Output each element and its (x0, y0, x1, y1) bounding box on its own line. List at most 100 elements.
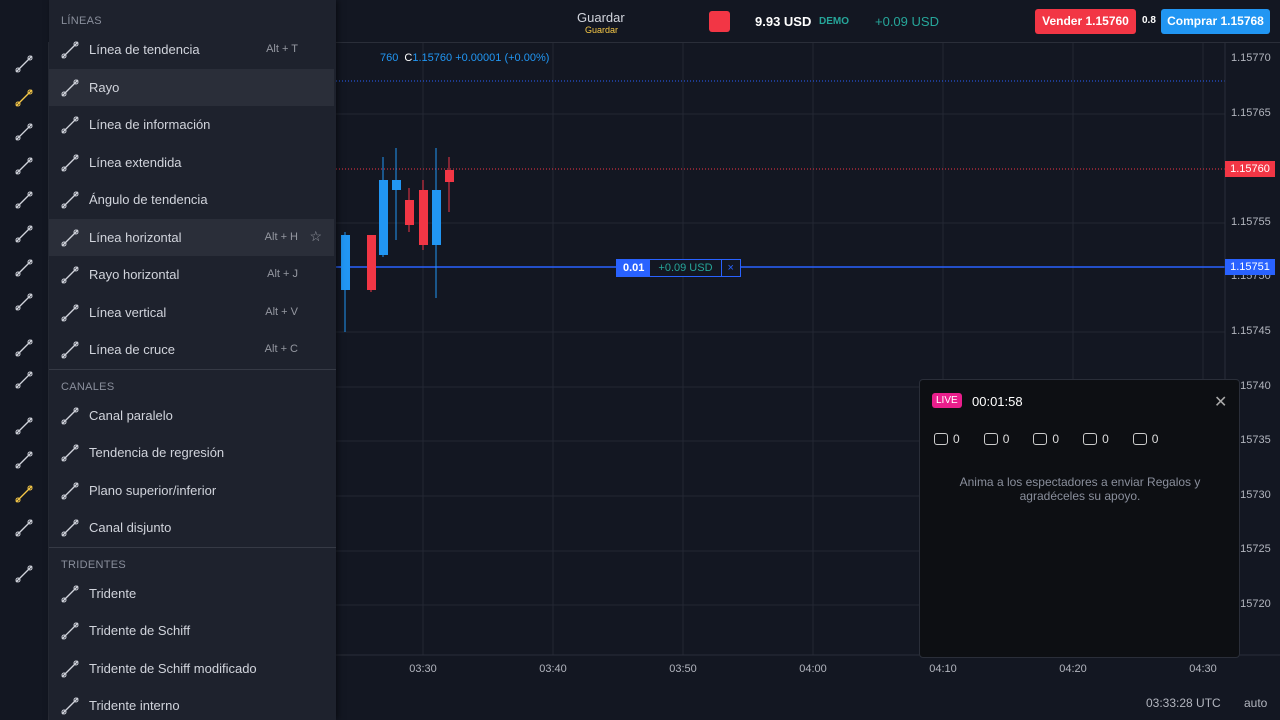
tool-icon (15, 293, 33, 311)
item-label: Línea de información (89, 117, 211, 132)
price-label: 1.15755 (1231, 215, 1271, 228)
stat: 0 (1132, 432, 1158, 446)
menu-item[interactable]: Tridente de Schiff (49, 612, 334, 649)
menu-item[interactable]: Canal disjunto (49, 509, 334, 546)
menu-item[interactable]: Línea de cruce Alt + C (49, 331, 334, 368)
item-icon (61, 407, 79, 424)
item-icon (61, 41, 79, 59)
live-message: Anima a los espectadores a enviar Regalo… (959, 475, 1201, 503)
item-icon (61, 482, 79, 499)
stat-icon (1033, 433, 1048, 445)
item-icon (61, 154, 79, 171)
position-line-label[interactable]: 0.01 +0.09 USD × (616, 259, 741, 277)
save-button[interactable]: Guardar (577, 10, 625, 25)
item-label: Tendencia de regresión (89, 445, 225, 460)
item-label: Ángulo de tendencia (89, 192, 208, 207)
position-price-label: 1.15751 (1225, 259, 1275, 275)
price-label: 1.15735 (1231, 434, 1271, 447)
ohlc-close-label: C (404, 52, 413, 64)
spread: 0.8 (1142, 15, 1156, 26)
stat-value: 0 (1052, 432, 1060, 446)
stat-value: 0 (1002, 432, 1010, 446)
sell-arrow[interactable] (709, 11, 730, 32)
buy-button[interactable]: Comprar 1.15768 (1161, 9, 1270, 34)
stat: 0 (1033, 432, 1059, 446)
live-panel: LIVE 00:01:58 ✕ 0 0 0 0 0 Anima a los espect… (919, 379, 1240, 658)
price-label: 1.15725 (1231, 543, 1271, 556)
menu-item[interactable]: Línea vertical Alt + V (49, 294, 334, 331)
menu-item[interactable]: Tridente interno (49, 687, 334, 720)
item-icon (61, 444, 79, 462)
menu-item[interactable]: Canal paralelo (49, 397, 334, 434)
left-toolbar (0, 42, 49, 720)
position-close[interactable]: × (720, 260, 740, 276)
menu-item[interactable]: Plano superior/inferior (49, 472, 334, 509)
stat-value: 0 (953, 432, 960, 446)
menu-item[interactable]: Tendencia de regresión (49, 434, 334, 471)
item-label: Línea de cruce (89, 342, 176, 357)
time-label: 04:00 (799, 663, 827, 675)
menu-item[interactable]: Línea horizontal Alt + H ☆ (49, 218, 334, 256)
item-shortcut: Alt + V (265, 305, 298, 318)
live-close[interactable]: ✕ (1214, 394, 1228, 411)
item-icon (61, 585, 79, 602)
menu-item[interactable]: Tridente (49, 575, 334, 612)
menu-item[interactable]: Línea extendida (49, 144, 334, 181)
stat-icon (934, 433, 948, 445)
live-badge: LIVE (932, 393, 962, 408)
item-icon (61, 116, 79, 134)
menu-item[interactable]: Línea de tendencia Alt + T (49, 31, 334, 68)
item-label: Canal disjunto (89, 520, 172, 535)
tool-icon (15, 259, 33, 277)
stat: 0 (934, 432, 960, 446)
time-label: 04:20 (1059, 663, 1087, 675)
item-shortcut: Alt + T (266, 43, 298, 55)
item-label: Línea horizontal (89, 229, 182, 245)
menu-item[interactable]: Línea de información (49, 106, 334, 143)
price-label: 1.15730 (1231, 488, 1271, 501)
tool-icon (15, 123, 33, 141)
price-label: 1.15720 (1231, 598, 1271, 610)
item-icon (61, 304, 79, 321)
section-title: CANALES (61, 380, 115, 393)
account-mode: DEMO (819, 16, 849, 27)
tool-icon (15, 371, 33, 389)
item-label: Tridente (89, 585, 137, 601)
time-label: 03:30 (409, 663, 437, 675)
tool-icon (15, 225, 33, 243)
scale-mode[interactable]: auto (1244, 696, 1268, 710)
item-shortcut: Alt + J (267, 268, 298, 280)
live-stats: 0 0 0 0 0 (934, 432, 1158, 446)
tool-icon (15, 519, 33, 537)
item-icon (61, 79, 79, 96)
time-label: 03:50 (669, 663, 697, 675)
favorite-star[interactable]: ☆ (309, 227, 322, 244)
drawing-tools-menu: LÍNEAS Línea de tendencia Alt + T Rayo Línea… (49, 0, 336, 720)
position-quantity: 0.01 (617, 260, 651, 276)
save-subtitle: Guardar (585, 25, 619, 35)
candles (341, 148, 454, 332)
item-icon (61, 519, 79, 537)
menu-item[interactable]: Rayo (49, 68, 334, 106)
ohlc-bar: 760 C1.15760 +0.00001 (+0.00%) (380, 52, 549, 64)
menu-item[interactable]: Rayo horizontal Alt + J (49, 256, 334, 293)
menu-item[interactable]: Tridente de Schiff modificado (49, 650, 334, 687)
item-label: Canal paralelo (89, 407, 173, 423)
stat-value: 0 (1102, 432, 1109, 446)
tool-icon (15, 191, 33, 209)
stat-icon (983, 433, 998, 445)
ohlc-close: 1.15760 (412, 52, 453, 64)
tool-icon (15, 485, 33, 503)
item-icon (61, 229, 79, 246)
separator (49, 368, 336, 370)
clock: 03:33:28 UTC (1146, 696, 1221, 710)
time-label: 04:30 (1189, 663, 1217, 675)
tool-icon (15, 417, 33, 435)
item-label: Tridente de Schiff modificado (89, 660, 257, 676)
menu-item[interactable]: Ángulo de tendencia (49, 181, 334, 218)
tool-icon (15, 565, 33, 583)
item-label: Línea vertical (89, 304, 167, 320)
sell-button[interactable]: Vender 1.15760 (1035, 9, 1136, 34)
item-icon (61, 697, 79, 715)
tool-icon (15, 89, 33, 107)
